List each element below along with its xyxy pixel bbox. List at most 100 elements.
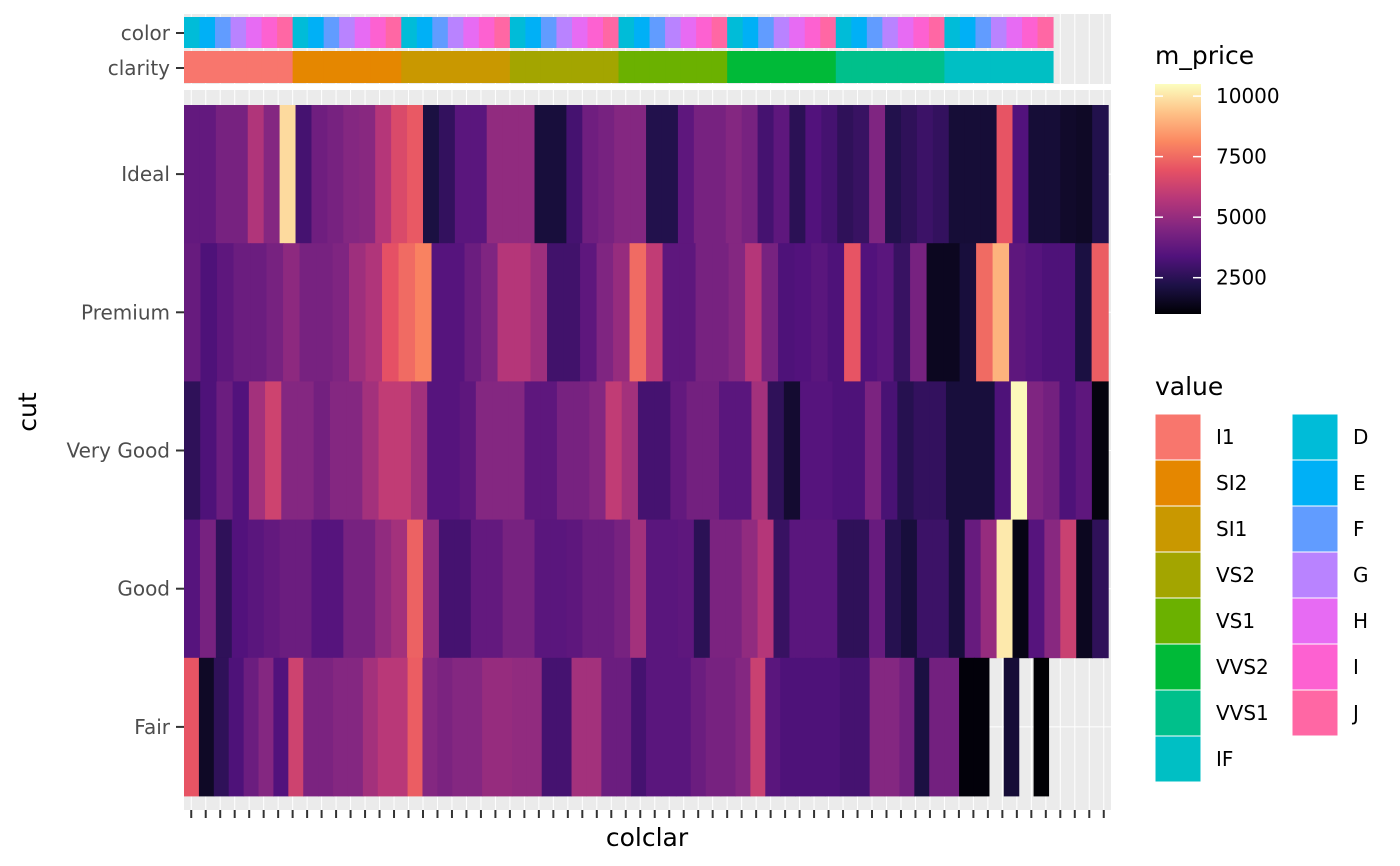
- heatmap-tile: [346, 381, 363, 520]
- annotation-tile-clarity: [913, 51, 930, 83]
- annotation-tile-color: [416, 17, 433, 48]
- y-axis-title: cut: [13, 392, 42, 432]
- heatmap-tile: [827, 243, 845, 382]
- heatmap-tile: [1025, 243, 1043, 382]
- annotation-tile-clarity: [1037, 51, 1054, 83]
- annotation-tile-color: [370, 17, 387, 48]
- heatmap-tile: [693, 105, 711, 244]
- heatmap-tile: [511, 657, 528, 797]
- heatmap-tile: [283, 243, 301, 382]
- annotation-tile-color: [587, 17, 604, 48]
- heatmap-tile: [944, 657, 960, 797]
- heatmap-tile: [800, 381, 817, 520]
- heatmap-tile: [233, 243, 251, 382]
- heatmap-tile: [332, 243, 350, 382]
- heatmap-tile: [470, 105, 488, 244]
- heatmap-tile: [789, 105, 806, 244]
- heatmap-tile: [580, 243, 598, 382]
- heatmap-tile: [486, 519, 504, 659]
- annotation-tile-clarity: [509, 51, 526, 83]
- annotation-tile-clarity: [246, 51, 263, 83]
- heatmap-tile: [677, 519, 695, 659]
- annotation-tile-color: [742, 17, 759, 48]
- heatmap-tile: [637, 381, 655, 520]
- heatmap-tile: [443, 381, 461, 520]
- annotation-tile-color: [478, 17, 495, 48]
- heatmap-tile: [508, 381, 526, 520]
- heatmap-tile: [794, 243, 812, 382]
- fill-legend-ticks: 2500 5000 7500 10000: [1155, 84, 1280, 290]
- heatmap-tile: [359, 519, 376, 659]
- heatmap-tile: [761, 243, 779, 382]
- heatmap-tile: [869, 657, 886, 797]
- heatmap-tile: [228, 657, 245, 797]
- legend-key: [1154, 459, 1202, 507]
- heatmap-tile: [613, 243, 631, 382]
- heatmap-tile: [916, 519, 934, 659]
- heatmap-tile: [199, 519, 217, 659]
- heatmap-tile: [1042, 243, 1060, 382]
- fill-legend-title: m_price: [1155, 41, 1254, 70]
- heatmap-tile: [582, 519, 599, 659]
- heatmap-tile: [248, 381, 266, 520]
- annotation-tile-color: [851, 17, 868, 48]
- annotation-tile-color: [835, 17, 852, 48]
- heatmap-tile: [550, 105, 567, 244]
- heatmap-tile: [327, 519, 344, 659]
- annotation-tile-clarity: [385, 51, 402, 83]
- heatmap-tile: [741, 519, 759, 659]
- heatmap-tile: [631, 657, 647, 797]
- heatmap-tile: [216, 381, 234, 520]
- heatmap-tile: [327, 105, 344, 244]
- heatmap-tile: [398, 243, 416, 382]
- heatmap-tile: [654, 381, 671, 520]
- heatmap-tile: [885, 105, 902, 244]
- annotation-tile-clarity: [835, 51, 852, 83]
- heatmap-tile: [297, 381, 315, 520]
- heatmap-tile: [948, 519, 966, 659]
- heatmap-tile: [757, 519, 775, 659]
- heatmap-tile: [900, 105, 918, 244]
- heatmap-tile: [630, 105, 647, 244]
- legend-key: [1291, 413, 1339, 461]
- heatmap-tile: [391, 105, 408, 244]
- heatmap-tile: [200, 381, 218, 520]
- heatmap-tile: [996, 519, 1014, 659]
- heatmap-tile: [231, 519, 249, 659]
- heatmap-tile: [745, 243, 763, 382]
- heatmap-tile: [943, 243, 961, 382]
- annotation-tile-color: [649, 17, 666, 48]
- annotation-tile-clarity: [851, 51, 868, 83]
- heatmap-tile: [992, 243, 1010, 382]
- legend-key-label: H: [1353, 609, 1368, 633]
- legend-key-label: I: [1353, 655, 1359, 679]
- heatmap-tile: [1076, 519, 1093, 659]
- heatmap-tile: [996, 105, 1014, 244]
- heatmap-tile: [728, 243, 746, 382]
- heatmap-tile: [316, 243, 334, 382]
- legend-key: [1154, 735, 1202, 783]
- heatmap-tile: [407, 105, 424, 244]
- axes: color clarity Ideal Premium Very Good Go…: [13, 21, 1105, 852]
- annotation-tile-clarity: [789, 51, 806, 83]
- annotation-tile-color: [540, 17, 557, 48]
- heatmap-tile: [1012, 105, 1030, 244]
- annotation-tile-clarity: [339, 51, 356, 83]
- heatmap-tile: [929, 657, 945, 797]
- heatmap-tile: [630, 519, 647, 659]
- heatmap-tile: [810, 657, 826, 797]
- heatmap-tile: [437, 657, 453, 797]
- heatmap-tile: [980, 519, 998, 659]
- heatmap-tile: [646, 243, 664, 382]
- heatmap-tile: [547, 243, 565, 382]
- heatmap-tile: [964, 105, 982, 244]
- heatmap-tile: [646, 519, 663, 659]
- annotation-tile-color: [773, 17, 790, 48]
- annotation-tile-color: [680, 17, 697, 48]
- heatmap-tile: [184, 105, 201, 244]
- heatmap-tile: [675, 657, 692, 797]
- annotation-tile-clarity: [215, 51, 232, 83]
- heatmap-tile: [805, 519, 822, 659]
- heatmap-tile: [598, 105, 615, 244]
- heatmap-tile: [778, 243, 796, 382]
